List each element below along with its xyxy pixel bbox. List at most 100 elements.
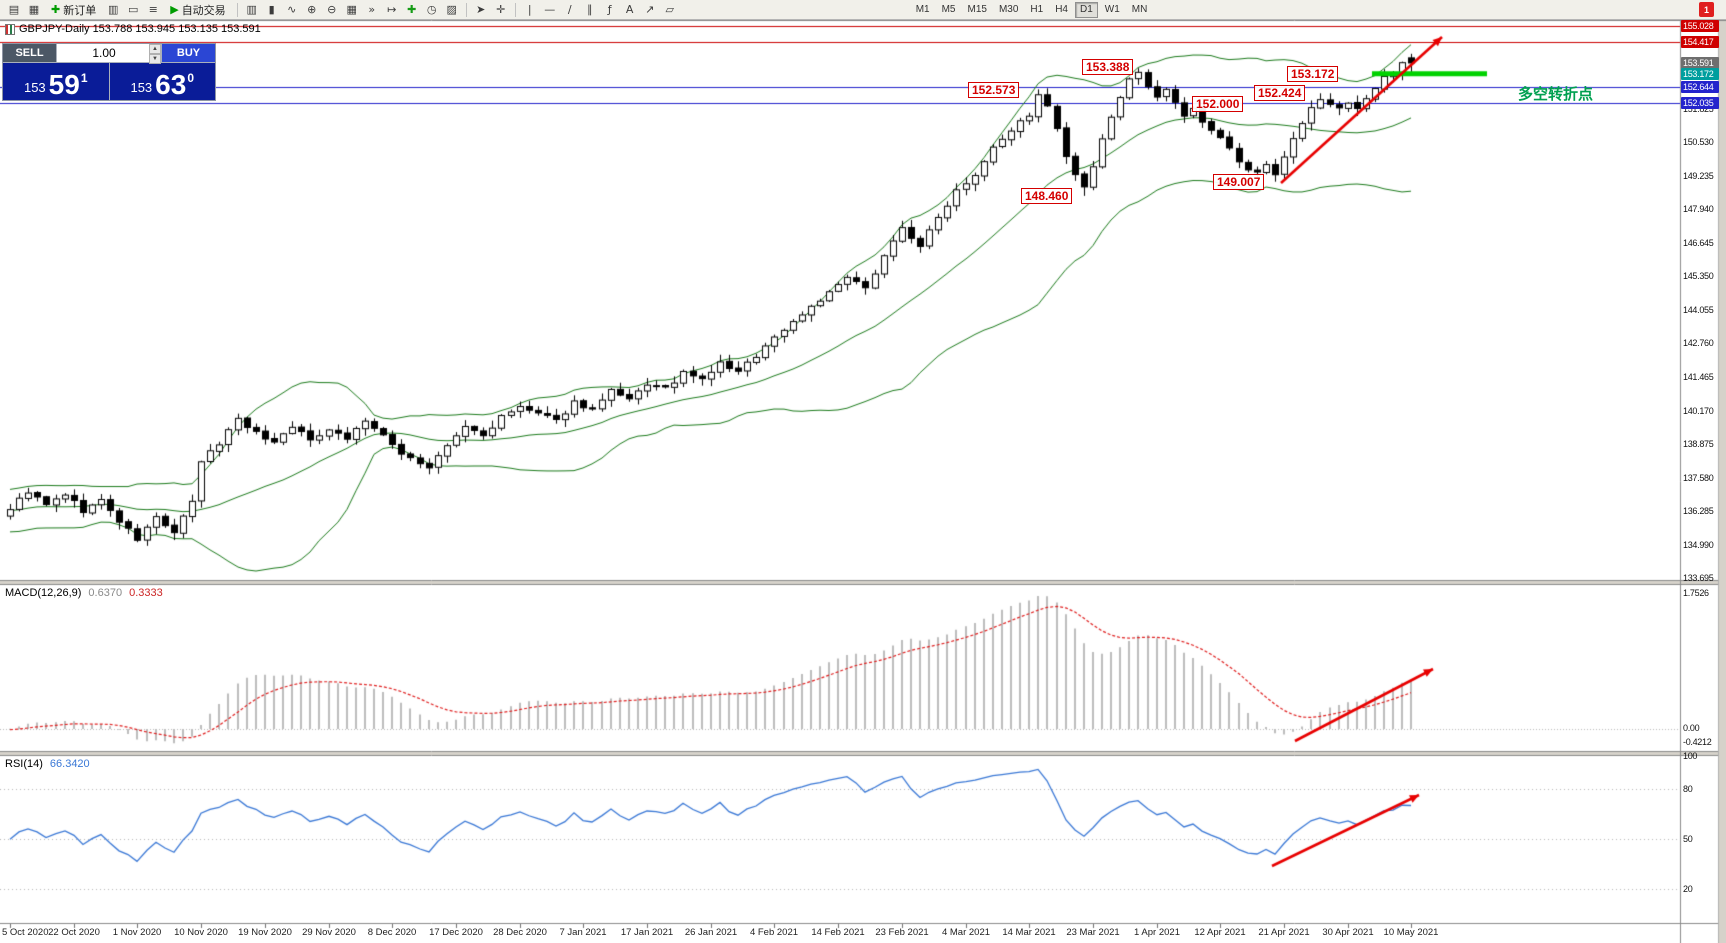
price-scale-label: 138.875 xyxy=(1683,439,1714,450)
macd-label: MACD(12,26,9) 0.6370 0.3333 xyxy=(5,587,163,599)
price-tag-153.172: 153.172 xyxy=(1681,67,1719,80)
candlestick-chart-icon[interactable]: ▮ xyxy=(263,1,281,18)
time-label: 1 Nov 2020 xyxy=(112,927,162,938)
rsi-axis-80: 80 xyxy=(1683,784,1693,795)
data-window-icon[interactable]: ▭ xyxy=(124,1,142,18)
time-label: 4 Feb 2021 xyxy=(749,927,799,938)
price-scale-label: 137.580 xyxy=(1683,472,1714,483)
chart-title: GBPJPY-Daily 153.788 153.945 153.135 153… xyxy=(5,23,261,35)
chart-shift-icon[interactable]: ↦ xyxy=(383,1,401,18)
trendline-icon: ∕ xyxy=(567,3,572,16)
plus-icon: ✚ xyxy=(51,3,61,16)
rsi-label: RSI(14) 66.3420 xyxy=(5,758,90,770)
window-list-icon: ▦ xyxy=(28,3,40,16)
volume-control: ▲ ▼ xyxy=(57,44,161,64)
crosshair-icon[interactable]: ✛ xyxy=(492,1,510,18)
bid-price[interactable]: 153 59 1 xyxy=(3,63,109,100)
symbol-icon xyxy=(5,23,15,35)
price-annotation: 153.388 xyxy=(1082,59,1134,75)
time-label: 28 Dec 2020 xyxy=(493,927,547,938)
volume-input[interactable] xyxy=(57,44,161,62)
shapes-icon[interactable]: ▱ xyxy=(661,1,679,18)
channel-icon: ∥ xyxy=(586,3,593,16)
channel-icon[interactable]: ∥ xyxy=(581,1,599,18)
volume-spinner: ▲ ▼ xyxy=(149,44,161,64)
toolbar-separator xyxy=(465,2,467,17)
templates-icon[interactable]: ▨ xyxy=(443,1,461,18)
indicators-icon[interactable]: ✚ xyxy=(403,1,421,18)
bar-chart-icon: ▥ xyxy=(246,3,257,16)
trendline-icon[interactable]: ∕ xyxy=(561,1,579,18)
price-annotation: 152.573 xyxy=(968,82,1020,98)
toolbar-separator xyxy=(236,2,238,17)
cursor-icon[interactable]: ➤ xyxy=(472,1,490,18)
new-order-button[interactable]: ✚ 新订单 xyxy=(45,1,102,18)
price-scale-label: 133.695 xyxy=(1683,573,1714,584)
quote-row: 153 59 1 153 63 0 xyxy=(3,63,215,100)
timeframe-H4[interactable]: H4 xyxy=(1050,2,1073,18)
price-scale-label: 145.350 xyxy=(1683,271,1714,282)
arrow-tool-icon[interactable]: ↗ xyxy=(641,1,659,18)
bar-chart-icon[interactable]: ▥ xyxy=(243,1,261,18)
market-watch-icon[interactable]: ▥ xyxy=(104,1,122,18)
timeframe-MN[interactable]: MN xyxy=(1127,2,1153,18)
volume-up-button[interactable]: ▲ xyxy=(149,44,161,54)
chart-title-text: GBPJPY-Daily 153.788 153.945 153.135 153… xyxy=(19,23,261,35)
macd-name: MACD(12,26,9) xyxy=(5,587,82,599)
text-icon[interactable]: A xyxy=(621,1,639,18)
price-annotation: 152.424 xyxy=(1254,85,1306,101)
volume-down-button[interactable]: ▼ xyxy=(149,54,161,64)
auto-scroll-icon[interactable]: » xyxy=(363,1,381,18)
alert-icon[interactable]: 1 xyxy=(1699,2,1714,17)
time-label: 21 Apr 2021 xyxy=(1258,927,1310,938)
macd-axis-zero: 0.00 xyxy=(1683,722,1700,733)
timeframe-D1[interactable]: D1 xyxy=(1075,1,1098,18)
bid-pips: 59 xyxy=(48,69,80,101)
vertical-line-icon[interactable]: | xyxy=(521,1,539,18)
ask-price[interactable]: 153 63 0 xyxy=(109,63,215,100)
timeframe-H1[interactable]: H1 xyxy=(1025,2,1048,18)
time-label: 22 Oct 2020 xyxy=(48,927,100,938)
line-chart-icon[interactable]: ∿ xyxy=(283,1,301,18)
sell-button[interactable]: SELL xyxy=(3,44,56,62)
templates-icon: ▨ xyxy=(446,3,457,16)
periods-icon[interactable]: ◷ xyxy=(423,1,441,18)
zoom-in-icon[interactable]: ⊕ xyxy=(303,1,321,18)
timeframe-M1[interactable]: M1 xyxy=(911,2,935,18)
navigator-icon[interactable]: ≡ xyxy=(144,1,162,18)
time-label: 19 Nov 2020 xyxy=(238,927,292,938)
price-tag-155.028: 155.028 xyxy=(1681,19,1719,32)
horizontal-line-icon[interactable]: — xyxy=(541,1,559,18)
timeframe-W1[interactable]: W1 xyxy=(1100,2,1125,18)
autotrading-button[interactable]: ▶ 自动交易 xyxy=(164,1,231,18)
toolbar-group-windows: ▤ ▦ xyxy=(4,1,44,18)
time-label: 10 May 2021 xyxy=(1383,927,1439,938)
fibonacci-icon[interactable]: ƒ xyxy=(601,1,619,18)
chart-shift-icon: ↦ xyxy=(387,3,397,16)
toolbar: ▤ ▦ ✚ 新订单 ▥ ▭ ≡ ▶ 自动交易 ▥ ▮ ∿ ⊕ ⊖ ▦» ↦ ✚ ◷ ▨ ➤ ✛ | — ∕ ∥ ƒ A ↗… xyxy=(0,0,1726,20)
price-tag-153.591: 153.591 xyxy=(1681,56,1719,69)
market-watch-icon: ▥ xyxy=(108,3,119,16)
timeframe-M5[interactable]: M5 xyxy=(937,2,961,18)
tile-windows-icon[interactable]: ▦ xyxy=(343,1,361,18)
crosshair-icon: ✛ xyxy=(496,3,506,16)
zoom-in-icon: ⊕ xyxy=(307,3,317,16)
autotrading-label: 自动交易 xyxy=(181,3,226,17)
rsi-axis-20: 20 xyxy=(1683,883,1693,894)
window-list-icon[interactable]: ▦ xyxy=(25,1,43,18)
time-label: 4 Mar 2021 xyxy=(941,927,991,938)
rsi-axis-100: 100 xyxy=(1683,751,1698,761)
timeframe-M30[interactable]: M30 xyxy=(994,2,1023,18)
timeframe-M15[interactable]: M15 xyxy=(963,2,992,18)
play-icon: ▶ xyxy=(170,3,179,16)
time-label: 26 Jan 2021 xyxy=(684,927,738,938)
price-scale-label: 144.055 xyxy=(1683,304,1714,315)
price-annotation: 149.007 xyxy=(1213,174,1265,190)
time-label: 7 Jan 2021 xyxy=(559,927,607,938)
zoom-out-icon[interactable]: ⊖ xyxy=(323,1,341,18)
new-chart-icon[interactable]: ▤ xyxy=(5,1,23,18)
toolbar-separator xyxy=(514,2,516,17)
periods-icon: ◷ xyxy=(426,3,437,16)
buy-button[interactable]: BUY xyxy=(162,44,215,62)
